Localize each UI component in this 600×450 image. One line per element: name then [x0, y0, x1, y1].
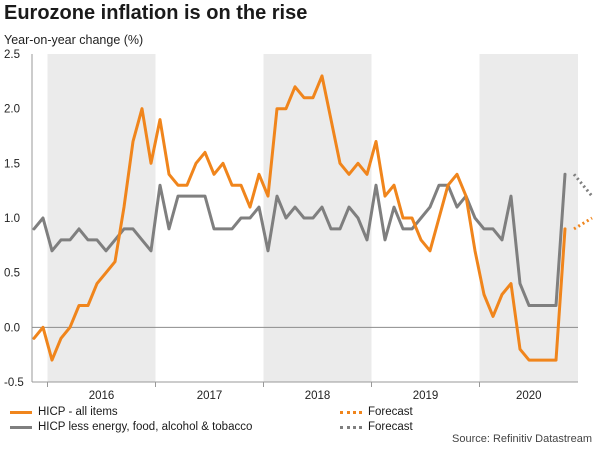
legend-forecast-core: Forecast — [340, 421, 413, 433]
hicp-forecast-line — [573, 216, 593, 231]
shade-2018 — [263, 54, 372, 382]
x-axis: 2016 2017 2018 2019 2020 — [32, 381, 578, 402]
x-tick-label: 2016 — [89, 390, 115, 402]
y-tick-label: 1.0 — [4, 213, 20, 225]
x-tick-label: 2020 — [516, 390, 542, 402]
y-tick-label: -0.5 — [4, 377, 24, 389]
y-tick-label: 0.0 — [4, 322, 20, 334]
chart-subtitle: Year-on-year change (%) — [4, 33, 144, 47]
y-tick-label: 1.5 — [4, 158, 20, 170]
core-line — [32, 172, 567, 307]
y-axis: -0.5 0.0 0.5 1.0 1.5 2.0 2.5 — [4, 49, 33, 389]
legend-core: HICP less energy, food, alcohol & tobacc… — [10, 421, 252, 433]
legend-forecast-hicp-label: Forecast — [368, 406, 413, 418]
legend-hicp-swatch — [10, 410, 32, 414]
hicp-line — [32, 74, 567, 362]
legend-forecast-core-label: Forecast — [368, 421, 413, 433]
y-tick-label: 0.5 — [4, 268, 20, 280]
y-tick-label: 2.0 — [4, 104, 20, 116]
legend-forecast-hicp: Forecast — [340, 406, 413, 418]
legend-core-swatch — [10, 425, 32, 429]
legend-hicp-label: HICP - all items — [38, 406, 118, 418]
y-tick-label: 2.5 — [4, 49, 20, 61]
source-note: Source: Refinitiv Datastream — [452, 433, 592, 445]
legend-forecast-core-swatch — [340, 425, 362, 429]
chart-title: Eurozone inflation is on the rise — [4, 2, 308, 24]
legend-core-label: HICP less energy, food, alcohol & tobacc… — [38, 421, 253, 433]
x-tick-label: 2018 — [305, 390, 331, 402]
series-lines — [32, 74, 594, 362]
x-tick-label: 2017 — [197, 390, 223, 402]
x-tick-label: 2019 — [413, 390, 439, 402]
legend-forecast-hicp-swatch — [340, 410, 362, 414]
legend-hicp: HICP - all items — [10, 406, 118, 418]
